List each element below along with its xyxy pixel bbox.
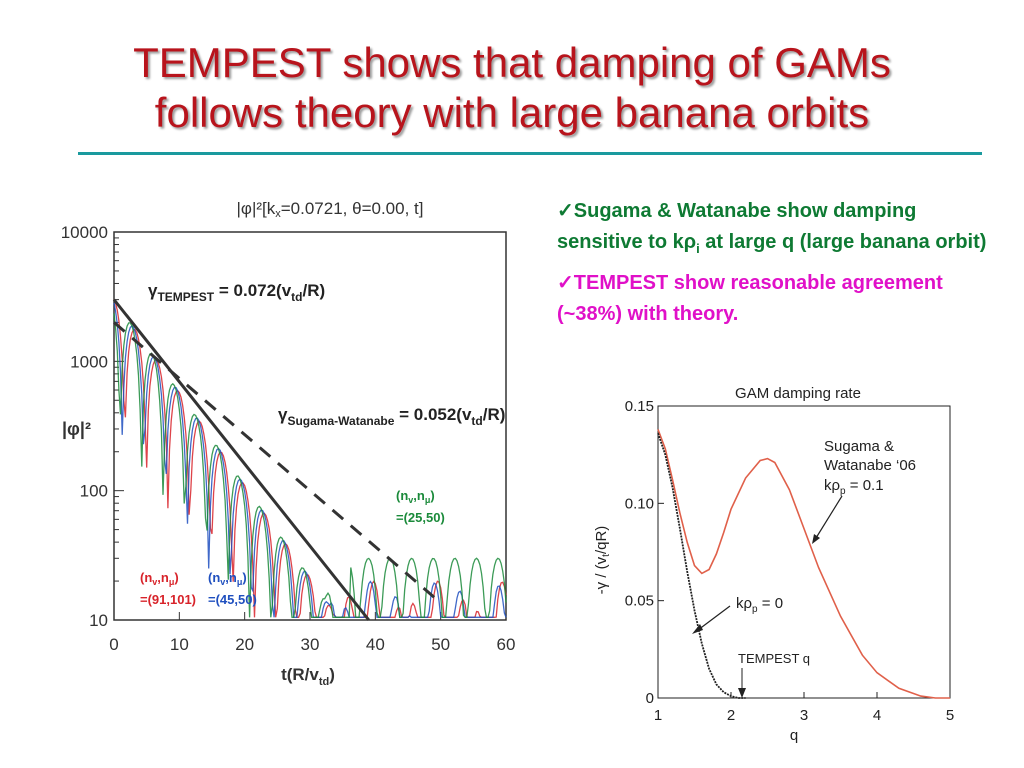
phi-squared-time-chart: |φ|²[kx=0.0721, θ=0.00, t] 0 10 20 30 40 50 60… [61, 199, 516, 688]
check-icon: ✓ [557, 200, 574, 222]
gam-damping-rate-chart: GAM damping rate 1 2 3 4 5 0 0.05 0.10 0.15 -γ /… [593, 385, 954, 744]
series-line-krho0 [657, 433, 746, 699]
chart1-xtick-label: 0 [109, 635, 118, 654]
title-underline [78, 152, 982, 155]
fit-label-tempest: γTEMPEST = 0.072(vtd/R) [148, 281, 325, 304]
annotation-krho0: kρp = 0 [736, 595, 783, 615]
chart2-ytick-label: 0.10 [625, 495, 654, 512]
arrow-tempest-q-head [738, 688, 746, 698]
annotation-tempest-q: TEMPEST q [738, 651, 810, 666]
chart2-xtick-label: 2 [727, 707, 735, 724]
bullet-sugama: ✓Sugama & Watanabe show damping sensitiv… [557, 196, 997, 264]
series-label-91-101: (nv,nμ) =(91,101) [140, 570, 196, 607]
chart1-ytick-label: 100 [80, 482, 108, 501]
chart1-xtick-label: 20 [235, 635, 254, 654]
bullet-list: ✓Sugama & Watanabe show damping sensitiv… [557, 196, 997, 330]
series-label-45-50: (nv,nμ) =(45,50) [208, 570, 257, 607]
title-line-1: TEMPEST shows that damping of GAMs [133, 39, 891, 86]
chart1-series-line [113, 313, 507, 618]
chart1-xtick-label: 60 [497, 635, 516, 654]
chart1-xlabel: t(R/vtd) [281, 665, 335, 688]
chart2-xtick-label: 3 [800, 707, 808, 724]
chart1-xtick-label: 30 [301, 635, 320, 654]
bullet-tempest: ✓TEMPEST show reasonable agreement (~38%… [557, 268, 997, 330]
chart1-ytick-label: 10 [89, 611, 108, 630]
chart1-series-line [113, 302, 507, 618]
arrow-sugama [815, 495, 843, 539]
fit-label-sugama: γSugama-Watanabe = 0.052(vtd/R) [278, 405, 505, 428]
chart1-series-line [113, 299, 507, 618]
arrow-sugama-head [812, 534, 820, 544]
bullet-tempest-text: TEMPEST show reasonable agreement (~38%)… [557, 272, 943, 325]
chart1-xtick-label: 50 [431, 635, 450, 654]
chart1-xtick-label: 40 [366, 635, 385, 654]
arrow-krho0-head [692, 624, 703, 634]
chart2-xtick-label: 5 [946, 707, 954, 724]
chart1-title: |φ|²[kx=0.0721, θ=0.00, t] [237, 199, 424, 220]
check-icon: ✓ [557, 272, 574, 294]
annotation-sugama: Sugama & Watanabe ‘06 kρp = 0.1 [824, 438, 920, 497]
bullet-sugama-text: Sugama & Watanabe show damping sensitive… [557, 200, 987, 256]
chart1-ytick-label: 1000 [70, 352, 108, 371]
series-label-25-50: (nv,nμ) =(25,50) [396, 488, 445, 525]
title-line-2: follows theory with large banana orbits [154, 89, 870, 136]
chart2-xtick-label: 4 [873, 707, 881, 724]
series-line-sugama [657, 429, 950, 699]
arrow-krho0 [697, 605, 731, 631]
chart2-ytick-label: 0.15 [625, 398, 654, 415]
chart2-xlabel: q [790, 727, 798, 744]
chart2-ylabel: -γ / (vt/qR) [593, 526, 612, 595]
chart1-ytick-label: 10000 [61, 223, 108, 242]
chart2-xtick-label: 1 [654, 707, 662, 724]
chart1-xtick-label: 10 [170, 635, 189, 654]
chart2-title: GAM damping rate [735, 385, 861, 402]
chart2-ytick-label: 0.05 [625, 593, 654, 610]
chart2-ytick-label: 0 [646, 690, 654, 707]
slide-title: TEMPEST shows that damping of GAMs follo… [0, 38, 1024, 138]
fit-line-tempest [112, 298, 370, 621]
chart1-ylabel: |φ|² [62, 419, 91, 439]
